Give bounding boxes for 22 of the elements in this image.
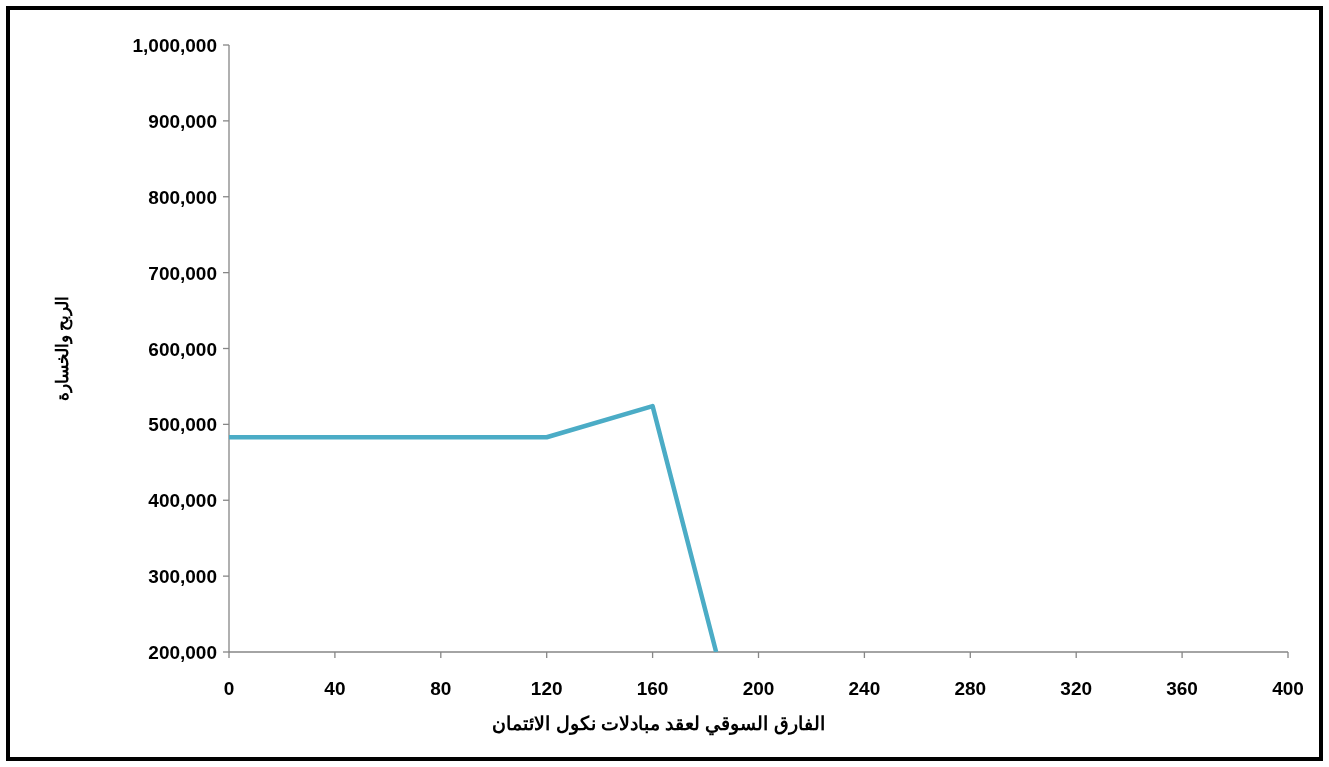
y-tick-label: 700,000	[148, 262, 217, 284]
y-tick-label: 200,000	[148, 642, 217, 663]
y-tick-label: 900,000	[148, 110, 217, 132]
x-tick-label: 240	[848, 678, 881, 699]
y-tick-label: 800,000	[148, 186, 217, 208]
x-tick-label: 80	[430, 678, 452, 699]
y-tick-label: 1,000,000	[132, 35, 217, 56]
x-tick-label: 360	[1166, 678, 1198, 699]
x-tick-label: 400	[1272, 678, 1304, 699]
y-tick-label: 400,000	[148, 490, 217, 512]
x-tick-label: 0	[223, 678, 235, 699]
x-axis-title: الفارق السوقي لعقد مبادلات نكول الائتمان	[492, 713, 825, 736]
x-tick-label: 40	[324, 678, 346, 699]
y-tick-label: 500,000	[148, 414, 217, 436]
y-axis-title: الربح والخسارة	[53, 295, 73, 402]
x-tick-label: 280	[954, 678, 987, 699]
y-tick-label: 300,000	[148, 566, 217, 588]
x-tick-label: 200	[742, 678, 775, 699]
y-tick-label: 600,000	[148, 338, 217, 360]
x-tick-label: 160	[636, 678, 669, 699]
x-tick-label: 320	[1060, 678, 1093, 699]
x-tick-label: 120	[530, 678, 563, 699]
